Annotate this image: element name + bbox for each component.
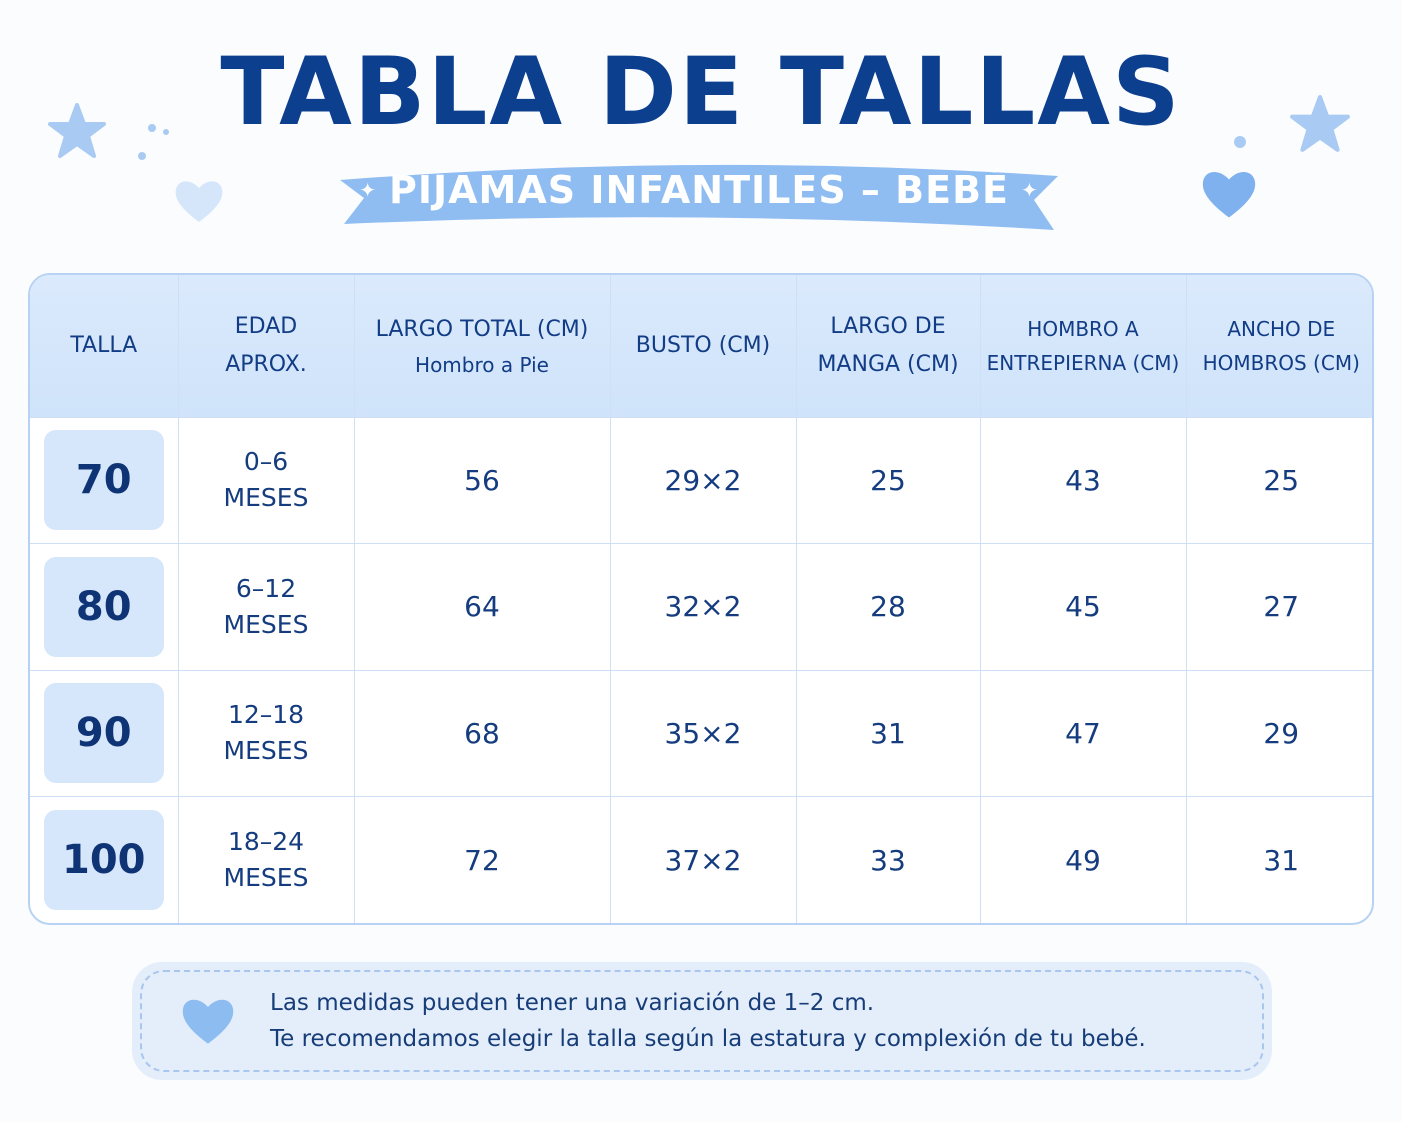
header-largo-total: LARGO TOTAL (CM) Hombro a Pie <box>353 275 611 418</box>
age-cell: 0–6 MESES <box>177 416 355 544</box>
entrepierna-cell: 49 <box>979 796 1187 923</box>
hombros-cell: 29 <box>1185 669 1372 797</box>
header-talla: TALLA <box>30 275 179 418</box>
largo-total-cell: 56 <box>353 416 611 544</box>
header-busto: BUSTO (CM) <box>609 275 797 418</box>
entrepierna-cell: 45 <box>979 543 1187 671</box>
table-row: 100 18–24 MESES 72 37×2 33 49 31 <box>30 796 1372 923</box>
size-badge: 80 <box>43 556 164 657</box>
page-title: TABLA DE TALLAS <box>220 38 1182 147</box>
sparkle-icon: ✦ <box>359 178 377 202</box>
size-badge: 90 <box>43 683 164 784</box>
age-cell: 18–24 MESES <box>177 796 355 923</box>
largo-total-cell: 72 <box>353 796 611 923</box>
largo-total-cell: 68 <box>353 669 611 797</box>
star-icon <box>48 103 106 158</box>
header-hombro-entrepierna: HOMBRO A ENTREPIERNA (CM) <box>979 275 1187 418</box>
size-table: TALLA EDAD APROX. LARGO TOTAL (CM) Hombro… <box>28 273 1374 925</box>
largo-total-cell: 64 <box>353 543 611 671</box>
table-row: 80 6–12 MESES 64 32×2 28 45 27 <box>30 543 1372 671</box>
manga-cell: 33 <box>795 796 981 923</box>
hombros-cell: 27 <box>1185 543 1372 671</box>
subtitle: PIJAMAS INFANTILES – BEBÉ <box>388 168 1009 212</box>
sparkle-icon: ✦ <box>1021 178 1039 202</box>
heart-icon <box>172 994 244 1048</box>
age-cell: 6–12 MESES <box>177 543 355 671</box>
manga-cell: 25 <box>795 416 981 544</box>
busto-cell: 32×2 <box>609 543 797 671</box>
manga-cell: 31 <box>795 669 981 797</box>
hombros-cell: 31 <box>1185 796 1372 923</box>
dot-icon <box>1234 136 1246 148</box>
size-badge: 100 <box>43 810 164 910</box>
header-ancho-hombros: ANCHO DE HOMBROS (CM) <box>1185 275 1372 418</box>
note-line-2: Te recomendamos elegir la talla según la… <box>270 1026 1146 1052</box>
table-header-row: TALLA EDAD APROX. LARGO TOTAL (CM) Hombro… <box>30 275 1372 418</box>
star-icon <box>1290 95 1350 152</box>
heart-icon <box>1202 171 1256 218</box>
busto-cell: 29×2 <box>609 416 797 544</box>
table-row: 90 12–18 MESES 68 35×2 31 47 29 <box>30 669 1372 797</box>
busto-cell: 35×2 <box>609 669 797 797</box>
heart-icon <box>175 181 223 222</box>
age-cell: 12–18 MESES <box>177 669 355 797</box>
size-badge: 70 <box>43 430 164 531</box>
busto-cell: 37×2 <box>609 796 797 923</box>
table-row: 70 0–6 MESES 56 29×2 25 43 25 <box>30 416 1372 544</box>
manga-cell: 28 <box>795 543 981 671</box>
header-largo-manga: LARGO DE MANGA (CM) <box>795 275 981 418</box>
hombros-cell: 25 <box>1185 416 1372 544</box>
entrepierna-cell: 47 <box>979 669 1187 797</box>
header-edad: EDAD APROX. <box>177 275 355 418</box>
subtitle-ribbon: ✦ PIJAMAS INFANTILES – BEBÉ ✦ <box>340 158 1058 230</box>
entrepierna-cell: 43 <box>979 416 1187 544</box>
measurement-note: Las medidas pueden tener una variación d… <box>132 962 1272 1080</box>
dot-icon <box>138 124 169 160</box>
note-line-1: Las medidas pueden tener una variación d… <box>270 990 875 1016</box>
